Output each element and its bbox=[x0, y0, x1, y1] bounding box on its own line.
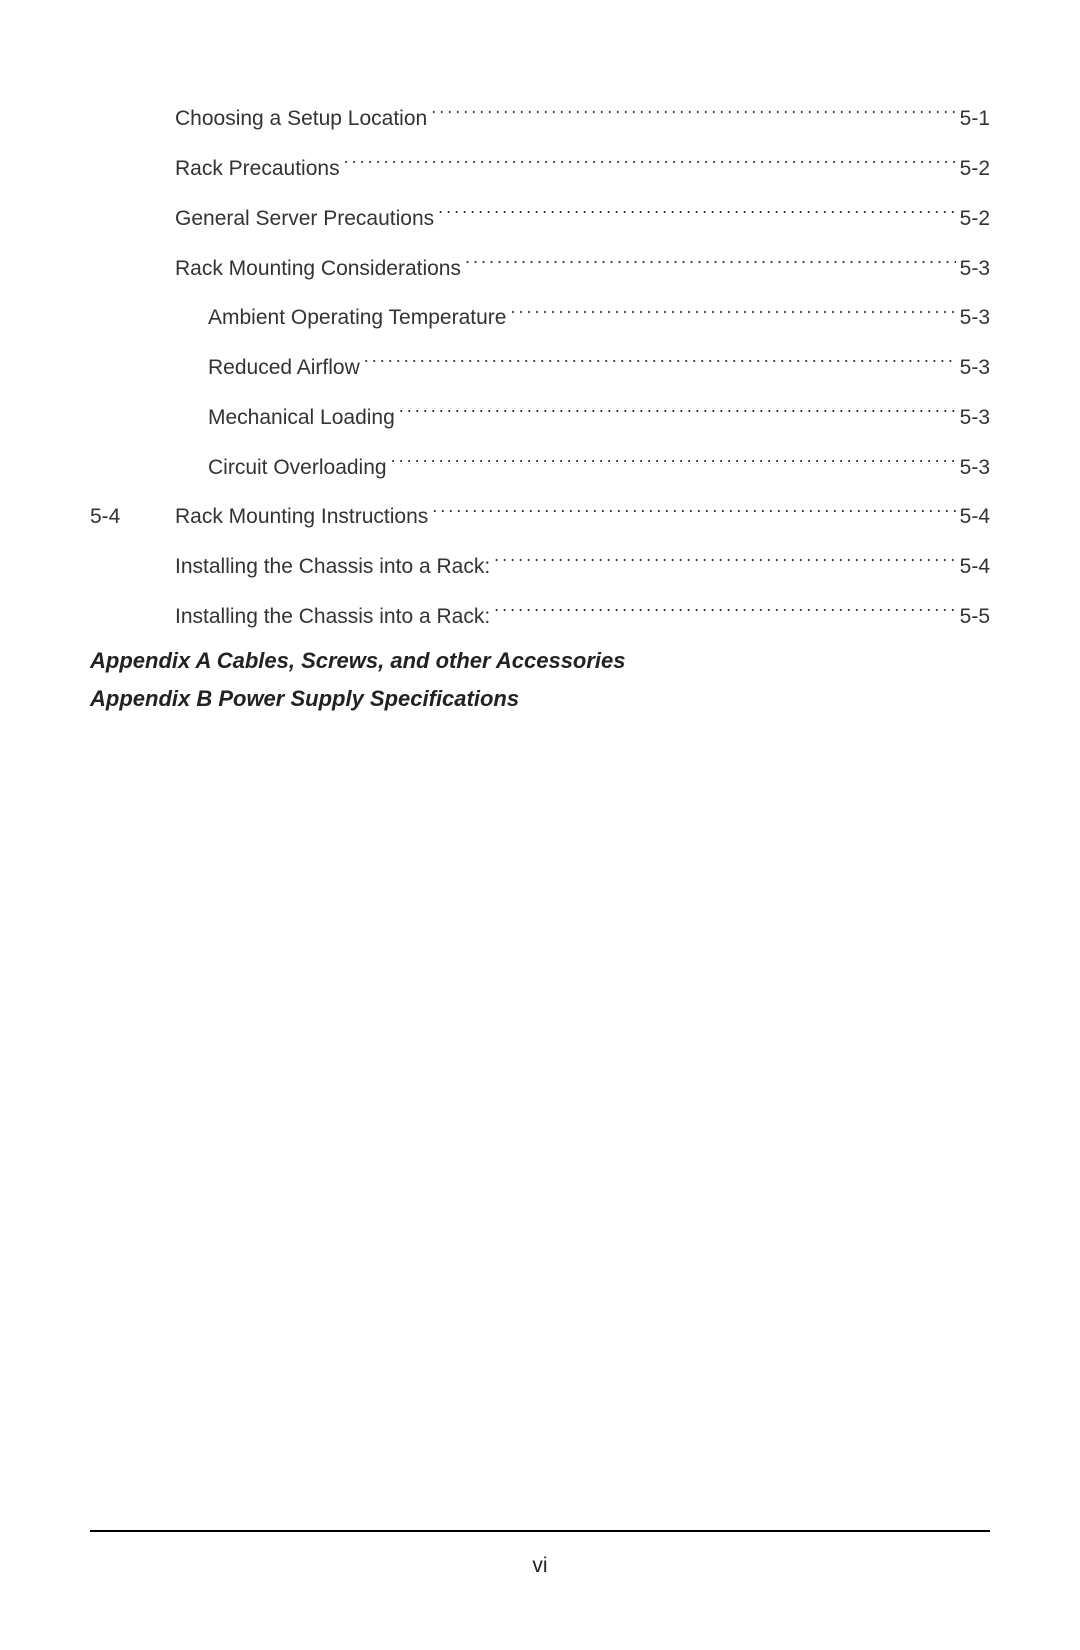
toc-leader-dots bbox=[494, 598, 955, 623]
toc-entry: Installing the Chassis into a Rack: 5-4 bbox=[90, 548, 990, 584]
toc-entry-title: Installing the Chassis into a Rack: bbox=[175, 600, 490, 634]
toc-entry: Mechanical Loading 5-3 bbox=[90, 399, 990, 435]
toc-entry-page: 5-4 bbox=[960, 500, 990, 534]
toc-leader-dots bbox=[432, 498, 955, 523]
toc-entry-title: Ambient Operating Temperature bbox=[208, 301, 506, 335]
toc-entry-page: 5-2 bbox=[960, 202, 990, 236]
toc-entry-page: 5-5 bbox=[960, 600, 990, 634]
toc-entry-title: Reduced Airflow bbox=[208, 351, 360, 385]
toc-entry-title: Rack Precautions bbox=[175, 152, 340, 186]
toc-section-number: 5-4 bbox=[90, 500, 150, 534]
toc-entry-title: Rack Mounting Considerations bbox=[175, 252, 461, 286]
toc-entry-title: General Server Precautions bbox=[175, 202, 434, 236]
toc-entry: Rack Mounting Considerations 5-3 bbox=[90, 249, 990, 285]
toc-entry-page: 5-3 bbox=[960, 301, 990, 335]
toc-entry-title: Choosing a Setup Location bbox=[175, 102, 427, 136]
toc-leader-dots bbox=[510, 299, 955, 324]
toc-entry-title: Installing the Chassis into a Rack: bbox=[175, 550, 490, 584]
toc-entry-page: 5-4 bbox=[960, 550, 990, 584]
toc-entry-title: Mechanical Loading bbox=[208, 401, 395, 435]
toc-entry-title: Rack Mounting Instructions bbox=[175, 500, 428, 534]
toc-leader-dots bbox=[465, 249, 956, 274]
appendix-title: Appendix A Cables, Screws, and other Acc… bbox=[90, 648, 990, 674]
page-number: vi bbox=[0, 1554, 1080, 1578]
toc-leader-dots bbox=[438, 200, 956, 225]
toc-leader-dots bbox=[344, 150, 956, 175]
toc-entry: Choosing a Setup Location 5-1 bbox=[90, 100, 990, 136]
toc-entry: 5-4 Rack Mounting Instructions 5-4 bbox=[90, 498, 990, 534]
toc-entry: Rack Precautions 5-2 bbox=[90, 150, 990, 186]
toc-entry: Installing the Chassis into a Rack: 5-5 bbox=[90, 598, 990, 634]
toc-entry-page: 5-3 bbox=[960, 401, 990, 435]
table-of-contents: Choosing a Setup Location 5-1 Rack Precaut… bbox=[90, 100, 990, 634]
toc-leader-dots bbox=[494, 548, 955, 573]
toc-entry-page: 5-3 bbox=[960, 451, 990, 485]
page-container: Choosing a Setup Location 5-1 Rack Precaut… bbox=[0, 0, 1080, 1650]
appendix-list: Appendix A Cables, Screws, and other Acc… bbox=[90, 648, 990, 712]
toc-leader-dots bbox=[391, 448, 956, 473]
toc-entry: Ambient Operating Temperature 5-3 bbox=[90, 299, 990, 335]
toc-entry-page: 5-2 bbox=[960, 152, 990, 186]
toc-leader-dots bbox=[364, 349, 956, 374]
toc-leader-dots bbox=[399, 399, 956, 424]
toc-leader-dots bbox=[431, 100, 955, 125]
toc-entry-page: 5-3 bbox=[960, 351, 990, 385]
toc-entry: Circuit Overloading 5-3 bbox=[90, 448, 990, 484]
toc-entry-title: Circuit Overloading bbox=[208, 451, 387, 485]
toc-entry: Reduced Airflow 5-3 bbox=[90, 349, 990, 385]
appendix-title: Appendix B Power Supply Specifications bbox=[90, 686, 990, 712]
toc-entry-page: 5-1 bbox=[960, 102, 990, 136]
toc-entry: General Server Precautions 5-2 bbox=[90, 200, 990, 236]
toc-entry-page: 5-3 bbox=[960, 252, 990, 286]
footer-rule bbox=[90, 1530, 990, 1532]
